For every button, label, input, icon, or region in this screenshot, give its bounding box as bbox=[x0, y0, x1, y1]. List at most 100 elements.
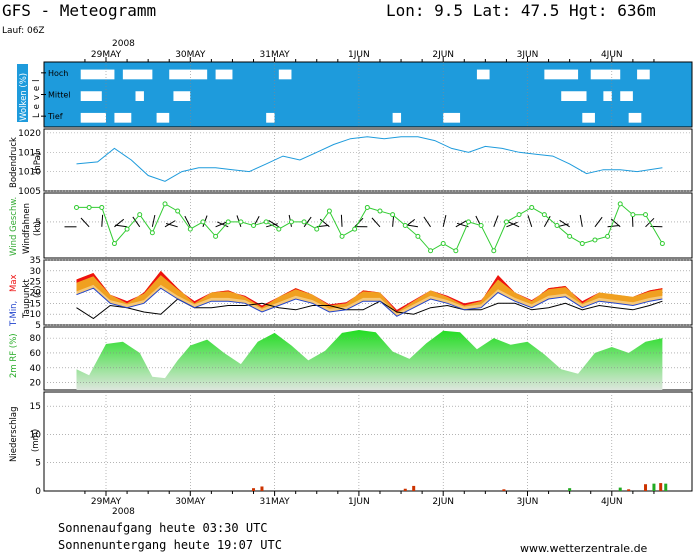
cloud-level-label: Hoch bbox=[48, 69, 68, 78]
y-tick-label: 60 bbox=[30, 349, 42, 359]
wind-speed-point bbox=[428, 248, 434, 254]
wind-speed-point bbox=[86, 204, 92, 210]
cloud-clear-gap bbox=[114, 112, 132, 123]
y-tick-label: 25 bbox=[30, 278, 41, 288]
y-tick-label: 5 bbox=[35, 218, 41, 228]
pressure-side-label: Bodendruck (hPa) bbox=[9, 137, 43, 188]
wind-speed-point bbox=[301, 219, 307, 225]
wind-barb bbox=[594, 216, 603, 228]
cloud-clear-gap bbox=[544, 69, 579, 80]
cloud-clear-gap bbox=[135, 91, 144, 101]
date-label-top: 29MAY bbox=[91, 50, 122, 60]
wind-speed-point bbox=[137, 212, 143, 218]
wind-barb bbox=[132, 216, 141, 228]
y-tick-label: 1015 bbox=[18, 148, 41, 158]
wind-barb bbox=[80, 217, 90, 228]
y-tick-label: 80 bbox=[30, 334, 42, 344]
date-label-top: 4JUN bbox=[601, 50, 623, 60]
temp-unit-label: (C) bbox=[33, 285, 43, 298]
cloud-clear-gap bbox=[215, 69, 233, 80]
date-axis-top: 29MAY 30MAY 31MAY 1JUN 2JUN 3JUN 4JUN bbox=[84, 50, 655, 62]
precip-bar bbox=[568, 488, 572, 491]
year-label-bottom: 2008 bbox=[112, 507, 135, 517]
wind-speed-point bbox=[491, 248, 497, 254]
wind-speed-point bbox=[364, 204, 370, 210]
wind-speed-point bbox=[314, 226, 320, 232]
wind-speed-point bbox=[643, 212, 649, 218]
sunset-text: Sonnenuntergang heute 19:07 UTC bbox=[58, 538, 282, 552]
cloud-clear-gap bbox=[80, 69, 115, 80]
precip-bar bbox=[618, 487, 622, 491]
clouds-title-label: Wolken (%) bbox=[19, 73, 29, 121]
dewpoint-line bbox=[76, 298, 663, 320]
wind-speed-point bbox=[503, 219, 509, 225]
cloud-clear-gap bbox=[443, 112, 461, 123]
date-label-top: 3JUN bbox=[517, 50, 539, 60]
wind-barb bbox=[217, 221, 229, 228]
tmin-line bbox=[76, 287, 663, 317]
clouds-panel: Hoch Mittel Tief bbox=[41, 61, 693, 128]
y-tick-label: 15 bbox=[30, 402, 41, 412]
cloud-clear-gap bbox=[80, 112, 106, 123]
date-label-bottom: 4JUN bbox=[601, 497, 623, 507]
precip-title-label: Niederschlag bbox=[9, 406, 19, 462]
wind-barb bbox=[371, 217, 381, 228]
wind-unit-label: (kt) bbox=[33, 221, 43, 236]
cloud-clear-gap bbox=[122, 69, 153, 80]
wind-speed-point bbox=[175, 208, 181, 214]
date-label-top: 1JUN bbox=[348, 50, 370, 60]
wind-speed-point bbox=[162, 201, 168, 207]
wind-barb bbox=[165, 223, 178, 228]
wind-speed-point bbox=[225, 219, 231, 225]
y-tick-label: 30 bbox=[30, 267, 42, 277]
cloud-clear-gap bbox=[603, 91, 612, 101]
wind-barb bbox=[215, 221, 227, 228]
wind-speed-point bbox=[149, 230, 155, 236]
precipitation-panel: 0 5 10 15 bbox=[30, 391, 693, 497]
wind-panel: 5 bbox=[35, 192, 693, 259]
wind-barb bbox=[184, 215, 191, 228]
temp-max-band bbox=[76, 270, 663, 312]
sunrise-text: Sonnenaufgang heute 03:30 UTC bbox=[58, 521, 268, 535]
cloud-clear-gap bbox=[80, 91, 102, 101]
y-tick-label: 35 bbox=[30, 256, 41, 266]
wind-speed-point bbox=[213, 233, 219, 239]
wind-barb bbox=[268, 220, 280, 228]
wind-speed-point bbox=[390, 212, 396, 218]
wind-speed-point bbox=[276, 226, 282, 232]
wind-barb bbox=[101, 214, 104, 227]
date-label-bottom: 3JUN bbox=[517, 497, 539, 507]
wind-speed-point bbox=[326, 208, 332, 214]
wind-barb bbox=[543, 216, 551, 228]
y-tick-label: 5 bbox=[35, 459, 41, 469]
date-label-top: 30MAY bbox=[175, 50, 206, 60]
wind-speed-point bbox=[516, 212, 522, 218]
pressure-line bbox=[76, 136, 663, 182]
y-tick-label: 1010 bbox=[18, 168, 41, 178]
precip-bar bbox=[252, 488, 256, 491]
y-tick-label: 10 bbox=[30, 430, 42, 440]
date-label-top: 31MAY bbox=[260, 50, 291, 60]
wind-barb bbox=[423, 216, 431, 228]
wind-speed-point bbox=[659, 241, 665, 247]
y-tick-label: 40 bbox=[30, 364, 42, 374]
wind-speed-point bbox=[453, 248, 459, 254]
wind-speed-point bbox=[465, 219, 471, 225]
clouds-label-background bbox=[17, 64, 28, 122]
precip-bar bbox=[260, 486, 264, 491]
wind-speed-point bbox=[592, 237, 598, 243]
temp-mid-band bbox=[76, 270, 663, 314]
wind-speed-point bbox=[605, 233, 611, 239]
website-link[interactable]: www.wetterzentrale.de bbox=[520, 542, 648, 553]
precip-bar bbox=[659, 483, 663, 491]
location-info: Lon: 9.5 Lat: 47.5 Hgt: 636m bbox=[386, 1, 656, 20]
cloud-level-label: Tief bbox=[47, 112, 63, 121]
wind-speed-point bbox=[352, 226, 358, 232]
clouds-level-label: Level bbox=[32, 76, 42, 118]
date-label-bottom: 1JUN bbox=[348, 497, 370, 507]
cloud-level-label: Mittel bbox=[48, 91, 71, 100]
rh-area bbox=[76, 330, 663, 390]
precip-bar bbox=[664, 483, 668, 491]
wind-speed-point bbox=[541, 212, 547, 218]
